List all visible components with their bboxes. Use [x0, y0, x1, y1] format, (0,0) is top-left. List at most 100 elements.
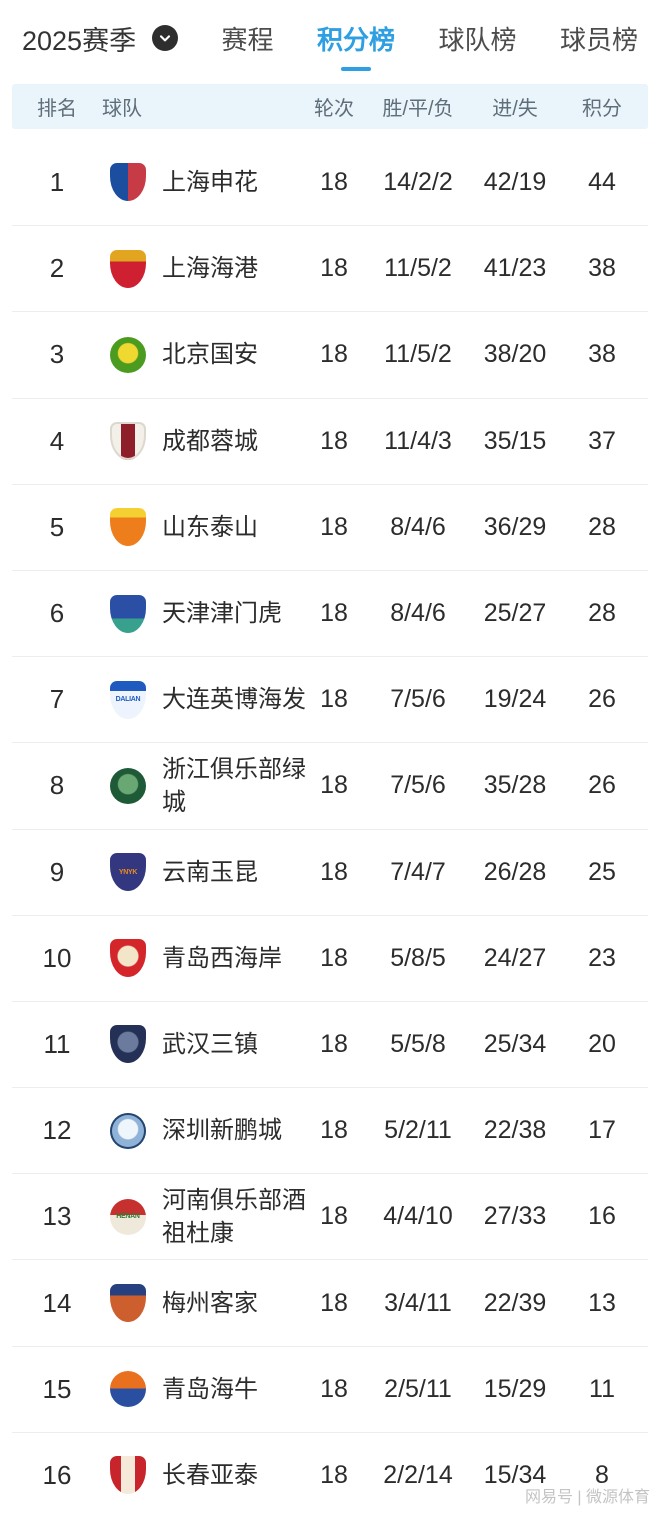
tab-teams[interactable]: 球队榜 [438, 24, 517, 55]
wdl-cell: 11/5/2 [384, 254, 452, 283]
rounds-cell: 18 [320, 1029, 348, 1058]
rounds-cell: 18 [320, 685, 348, 714]
table-row[interactable]: 1 上海申花 18 14/2/2 42/19 44 [12, 139, 648, 225]
table-row[interactable]: 11 武汉三镇 18 5/5/8 25/34 20 [12, 1000, 648, 1087]
team-logo-icon [110, 767, 146, 804]
team-logo-icon: DALIAN [110, 680, 146, 719]
table-row[interactable]: 15 青岛海牛 18 2/5/11 15/29 11 [12, 1345, 648, 1432]
points-cell: 28 [588, 512, 616, 541]
team-cell: 武汉三镇 [102, 1025, 306, 1064]
table-row[interactable]: 5 山东泰山 18 8/4/6 36/29 28 [12, 483, 648, 570]
table-row[interactable]: 10 青岛西海岸 18 5/8/5 24/27 23 [12, 914, 648, 1001]
rounds-cell: 18 [320, 1116, 348, 1145]
rounds-cell: 18 [320, 1202, 348, 1231]
goals-cell: 27/33 [483, 1202, 547, 1231]
wdl-cell: 14/2/2 [383, 167, 453, 196]
wdl-cell: 8/4/6 [390, 512, 446, 541]
table-row[interactable]: 13 HENAN 河南俱乐部酒祖杜康 18 4/4/10 27/33 16 [12, 1173, 648, 1259]
rank-cell: 7 [49, 684, 65, 715]
top-nav: 2025赛季 赛程 积分榜 球队榜 球员榜 [0, 0, 660, 76]
goals-cell: 35/15 [483, 426, 547, 455]
points-cell: 13 [588, 1288, 616, 1317]
points-cell: 38 [588, 254, 616, 283]
points-cell: 37 [588, 426, 616, 455]
team-name: 云南玉昆 [162, 858, 258, 886]
team-name: 北京国安 [162, 341, 258, 369]
team-cell: YNYK 云南玉昆 [102, 853, 306, 892]
team-cell: 山东泰山 [102, 508, 306, 547]
goals-cell: 36/29 [483, 512, 547, 541]
team-name: 浙江俱乐部绿城 [162, 755, 306, 816]
wdl-cell: 7/5/6 [390, 685, 446, 714]
team-logo-icon [110, 1456, 146, 1495]
table-row[interactable]: 6 天津津门虎 18 8/4/6 25/27 28 [12, 569, 648, 656]
rounds-cell: 18 [320, 512, 348, 541]
team-cell: 天津津门虎 [102, 594, 306, 633]
team-logo-icon [110, 508, 146, 547]
tab-standings[interactable]: 积分榜 [317, 20, 395, 57]
goals-cell: 22/39 [483, 1288, 547, 1317]
table-row[interactable]: 2 上海海港 18 11/5/2 41/23 38 [12, 225, 648, 311]
wdl-cell: 7/5/6 [390, 771, 446, 800]
team-cell: 上海申花 [102, 163, 306, 202]
team-name: 大连英博海发 [162, 686, 306, 714]
rounds-cell: 18 [320, 1374, 348, 1403]
chevron-down-icon[interactable] [152, 25, 179, 51]
rank-cell: 14 [42, 1287, 72, 1318]
points-cell: 8 [595, 1460, 609, 1489]
team-cell: 青岛海牛 [102, 1371, 306, 1408]
goals-cell: 25/34 [483, 1029, 547, 1058]
standings-table: 1 上海申花 18 14/2/2 42/19 44 2 上海海港 18 11/5… [12, 129, 648, 1518]
team-name: 深圳新鹏城 [162, 1117, 282, 1145]
team-cell: DALIAN 大连英博海发 [102, 680, 306, 719]
team-name: 上海申花 [162, 168, 258, 196]
wdl-cell: 11/5/2 [384, 340, 452, 369]
rounds-cell: 18 [320, 771, 348, 800]
team-logo-icon [110, 422, 146, 461]
team-logo-icon [110, 939, 146, 978]
goals-cell: 22/38 [483, 1116, 547, 1145]
points-cell: 28 [588, 599, 616, 628]
team-cell: 长春亚泰 [102, 1456, 306, 1495]
team-logo-icon [110, 594, 146, 633]
table-row[interactable]: 14 梅州客家 18 3/4/11 22/39 13 [12, 1259, 648, 1345]
season-selector[interactable]: 2025赛季 [22, 19, 179, 58]
table-header: 排名 球队 轮次 胜/平/负 进/失 积分 [12, 84, 648, 129]
table-row[interactable]: 9 YNYK 云南玉昆 18 7/4/7 26/28 25 [12, 828, 648, 915]
tab-players[interactable]: 球员榜 [559, 24, 638, 55]
rank-cell: 15 [42, 1373, 72, 1404]
wdl-cell: 2/5/11 [384, 1374, 452, 1403]
team-logo-icon [110, 1112, 146, 1149]
wdl-cell: 5/2/11 [384, 1116, 452, 1145]
table-row[interactable]: 4 成都蓉城 18 11/4/3 35/15 37 [12, 397, 648, 484]
team-name: 山东泰山 [162, 513, 258, 541]
rank-cell: 3 [49, 339, 65, 370]
table-row[interactable]: 16 长春亚泰 18 2/2/14 15/34 8 [12, 1431, 648, 1518]
team-cell: 深圳新鹏城 [102, 1112, 306, 1149]
table-row[interactable]: 12 深圳新鹏城 18 5/2/11 22/38 17 [12, 1087, 648, 1173]
wdl-cell: 4/4/10 [383, 1202, 453, 1231]
rank-cell: 13 [42, 1201, 72, 1232]
team-logo-icon [110, 336, 146, 373]
rank-cell: 4 [49, 425, 65, 456]
team-name: 河南俱乐部酒祖杜康 [162, 1186, 306, 1247]
team-logo-icon [110, 163, 146, 202]
rank-cell: 8 [49, 770, 65, 801]
points-cell: 38 [588, 340, 616, 369]
team-logo-icon: YNYK [110, 853, 146, 892]
table-row[interactable]: 8 浙江俱乐部绿城 18 7/5/6 35/28 26 [12, 742, 648, 828]
season-label: 2025赛季 [22, 25, 137, 56]
team-logo-icon [110, 249, 146, 288]
team-name: 武汉三镇 [162, 1030, 258, 1058]
team-cell: 上海海港 [102, 249, 306, 288]
rank-cell: 2 [49, 253, 65, 284]
rounds-cell: 18 [320, 1288, 348, 1317]
column-header-goals: 进/失 [492, 98, 538, 120]
team-cell: 北京国安 [102, 336, 306, 373]
table-row[interactable]: 3 北京国安 18 11/5/2 38/20 38 [12, 311, 648, 397]
column-header-rounds: 轮次 [314, 98, 354, 120]
tab-schedule[interactable]: 赛程 [221, 24, 274, 55]
points-cell: 44 [588, 167, 616, 196]
table-row[interactable]: 7 DALIAN 大连英博海发 18 7/5/6 19/24 26 [12, 656, 648, 742]
team-name: 上海海港 [162, 255, 258, 283]
